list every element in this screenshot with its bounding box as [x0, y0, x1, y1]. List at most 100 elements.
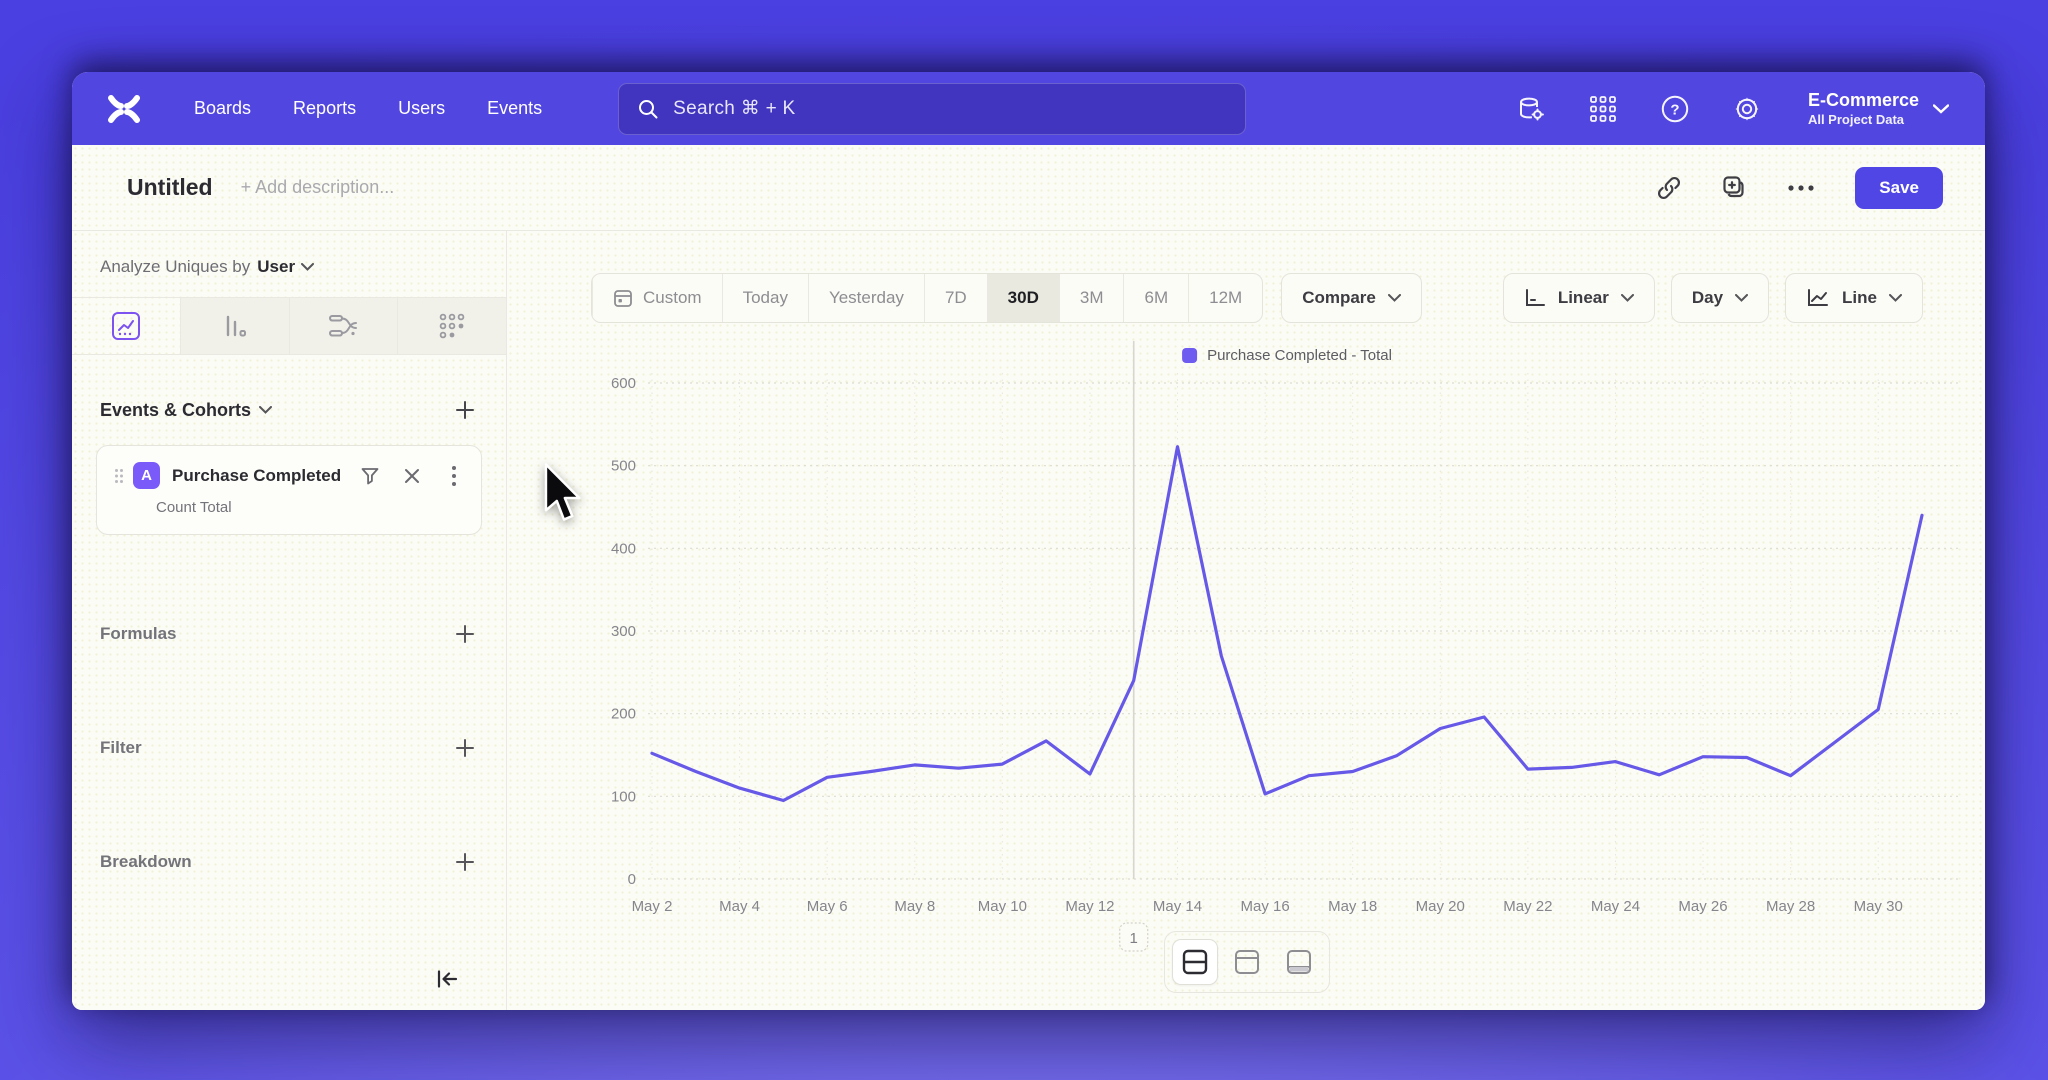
nav-item-reports[interactable]: Reports	[293, 98, 357, 118]
range-6m[interactable]: 6M	[1123, 274, 1188, 322]
layout-toggles	[1164, 931, 1330, 993]
line-chart-icon	[111, 312, 140, 340]
section-label: Formulas	[100, 624, 177, 643]
chart-panel: Custom Today Yesterday 7D	[507, 231, 1985, 1010]
x-tick-label: May 2	[632, 898, 673, 915]
chevron-down-icon	[1933, 103, 1949, 114]
event-name[interactable]: Purchase Completed	[172, 465, 342, 485]
tab-insights-line[interactable]	[72, 298, 181, 354]
section-add-button[interactable]	[450, 619, 480, 649]
chart-toolbar: Custom Today Yesterday 7D	[591, 273, 1923, 323]
date-range-segmented-control: Custom Today Yesterday 7D	[591, 273, 1264, 323]
x-tick-label: May 30	[1854, 898, 1903, 915]
save-button[interactable]: Save	[1855, 166, 1943, 209]
report-type-tabs	[72, 297, 506, 355]
nav-right-icons: ? E-Commerce All Project Data	[1514, 90, 1949, 127]
layout-panel-top-button[interactable]	[1224, 939, 1270, 985]
annotation-badge[interactable]	[1119, 922, 1149, 952]
compare-dropdown[interactable]: Compare	[1281, 273, 1422, 323]
filter-funnel-icon[interactable]	[359, 465, 381, 487]
layout-split-horizontal-button[interactable]	[1172, 939, 1218, 985]
chevron-down-icon[interactable]	[259, 406, 273, 414]
mixpanel-logo-icon[interactable]	[102, 87, 146, 131]
tab-bar-chart[interactable]	[180, 298, 290, 354]
y-tick-label: 0	[628, 871, 636, 888]
range-3m[interactable]: 3M	[1058, 274, 1124, 322]
analyze-entity-dropdown[interactable]: User	[257, 257, 315, 277]
chart-legend[interactable]: Purchase Completed - Total	[1182, 347, 1392, 364]
drag-handle-icon[interactable]	[111, 468, 127, 484]
report-title[interactable]: Untitled	[127, 174, 213, 200]
apps-grid-icon[interactable]	[1586, 92, 1620, 126]
scale-dropdown[interactable]: Linear	[1502, 273, 1655, 323]
app-window: Boards Reports Users Events Search ⌘ + K	[72, 72, 1985, 1010]
sidebar-sections: Formulas Filter Breakdown	[72, 619, 506, 877]
project-scope: All Project Data	[1807, 111, 1905, 127]
chevron-down-icon	[1387, 294, 1401, 302]
section-add-button[interactable]	[450, 733, 480, 763]
x-tick-label: May 28	[1766, 898, 1815, 915]
copy-link-icon[interactable]	[1651, 170, 1687, 206]
sidebar-section-formulas: Formulas	[72, 619, 506, 649]
chevron-down-icon	[1889, 294, 1902, 302]
event-measurement[interactable]: Count Total	[156, 499, 232, 516]
search-input[interactable]: Search ⌘ + K	[618, 82, 1247, 135]
range-yesterday[interactable]: Yesterday	[807, 274, 924, 322]
tab-flow[interactable]	[289, 298, 399, 354]
help-icon[interactable]: ?	[1658, 92, 1692, 126]
duplicate-icon[interactable]	[1717, 170, 1753, 206]
search-placeholder: Search ⌘ + K	[673, 98, 796, 119]
sidebar-section-breakdown: Breakdown	[72, 847, 506, 877]
y-tick-label: 400	[611, 540, 636, 557]
add-description-field[interactable]: + Add description...	[240, 177, 395, 197]
data-management-icon[interactable]	[1514, 92, 1548, 126]
settings-gear-icon[interactable]	[1730, 92, 1764, 126]
chevron-down-icon	[1620, 294, 1634, 302]
range-7d[interactable]: 7D	[923, 274, 987, 322]
events-cohorts-header: Events & Cohorts	[72, 395, 506, 425]
y-tick-label: 100	[611, 788, 636, 805]
nav-item-users[interactable]: Users	[398, 98, 446, 118]
more-options-icon[interactable]	[1783, 170, 1819, 206]
line-chart[interactable]: 0 100 200 300 400 500 600 May 2 May 4 May 6 May 8 M…	[507, 231, 1985, 1010]
report-titlebar: Untitled + Add description... Sa	[72, 145, 1985, 231]
nav-items: Boards Reports Users Events	[180, 88, 556, 129]
x-tick-label: May 4	[719, 898, 760, 915]
event-more-options-icon[interactable]	[443, 465, 465, 487]
remove-event-icon[interactable]	[401, 465, 423, 487]
y-tick-label: 200	[611, 706, 636, 723]
layout-panel-bottom-button[interactable]	[1276, 939, 1322, 985]
tab-retention-grid[interactable]	[398, 298, 506, 354]
x-tick-label: May 12	[1065, 898, 1114, 915]
flow-sankey-icon	[329, 315, 358, 337]
series-line[interactable]	[650, 445, 1924, 803]
section-add-button[interactable]	[450, 847, 480, 877]
x-tick-label: May 20	[1416, 898, 1465, 915]
add-event-button[interactable]	[450, 395, 480, 425]
project-name: E-Commerce	[1807, 90, 1919, 111]
x-tick-label: May 18	[1328, 898, 1377, 915]
range-custom[interactable]: Custom	[592, 274, 722, 322]
interval-dropdown[interactable]: Day	[1670, 273, 1770, 323]
x-tick-label: May 8	[894, 898, 935, 915]
section-label: Filter	[100, 738, 142, 757]
x-tick-label: May 24	[1591, 898, 1640, 915]
project-selector[interactable]: E-Commerce All Project Data	[1808, 90, 1949, 127]
x-tick-label: May 16	[1241, 898, 1290, 915]
x-tick-label: May 26	[1678, 898, 1727, 915]
range-12m[interactable]: 12M	[1188, 274, 1262, 322]
chart-type-dropdown[interactable]: Line	[1785, 273, 1923, 323]
events-cohorts-label[interactable]: Events & Cohorts	[100, 399, 252, 420]
y-tick-label: 600	[611, 375, 636, 392]
linear-axis-icon	[1525, 289, 1545, 306]
collapse-sidebar-icon[interactable]	[430, 962, 464, 996]
nav-item-events[interactable]: Events	[487, 98, 543, 118]
event-card-purchase-completed[interactable]: A Purchase Completed Count T	[96, 445, 482, 535]
series-letter-badge: A	[133, 462, 160, 489]
nav-item-boards[interactable]: Boards	[194, 98, 252, 118]
range-today[interactable]: Today	[721, 274, 808, 322]
range-30d[interactable]: 30D	[986, 274, 1059, 322]
top-navbar: Boards Reports Users Events Search ⌘ + K	[72, 72, 1985, 145]
query-builder-sidebar: Analyze Uniques by User	[72, 231, 507, 1010]
